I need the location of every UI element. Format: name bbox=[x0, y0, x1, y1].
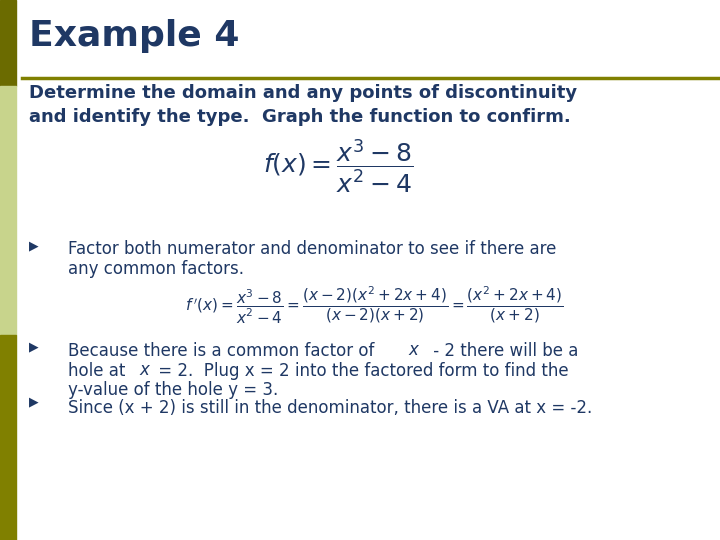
Text: hole at: hole at bbox=[68, 362, 131, 380]
Text: = 2.  Plug x = 2 into the factored form to find the: = 2. Plug x = 2 into the factored form t… bbox=[153, 362, 569, 380]
Bar bbox=[0, 335, 16, 540]
Text: $\mathit{x}$: $\mathit{x}$ bbox=[408, 342, 420, 359]
Text: $\mathit{f}(\mathit{x})=\dfrac{\mathit{x}^3-8}{\mathit{x}^2-4}$: $\mathit{f}(\mathit{x})=\dfrac{\mathit{x… bbox=[264, 138, 413, 195]
Text: any common factors.: any common factors. bbox=[68, 260, 244, 278]
Text: $\mathit{f}\,'(\mathit{x})=\dfrac{\mathit{x}^3-8}{\mathit{x}^2-4}=\dfrac{(\mathi: $\mathit{f}\,'(\mathit{x})=\dfrac{\mathi… bbox=[185, 284, 564, 325]
Text: Factor both numerator and denominator to see if there are: Factor both numerator and denominator to… bbox=[68, 240, 557, 258]
Bar bbox=[0, 0, 16, 86]
Text: - 2 there will be a: - 2 there will be a bbox=[428, 342, 578, 360]
Text: $\mathit{x}$: $\mathit{x}$ bbox=[139, 362, 151, 379]
Text: Determine the domain and any points of discontinuity: Determine the domain and any points of d… bbox=[29, 84, 577, 102]
Text: ▶: ▶ bbox=[29, 239, 38, 252]
Text: Example 4: Example 4 bbox=[29, 19, 239, 53]
Text: Since (x + 2) is still in the denominator, there is a VA at x = -2.: Since (x + 2) is still in the denominato… bbox=[68, 399, 593, 416]
Text: and identify the type.  Graph the function to confirm.: and identify the type. Graph the functio… bbox=[29, 108, 570, 126]
Text: Because there is a common factor of: Because there is a common factor of bbox=[68, 342, 380, 360]
Text: y-value of the hole y = 3.: y-value of the hole y = 3. bbox=[68, 381, 279, 399]
Text: ▶: ▶ bbox=[29, 396, 38, 409]
Bar bbox=[0, 86, 16, 335]
Text: ▶: ▶ bbox=[29, 340, 38, 353]
